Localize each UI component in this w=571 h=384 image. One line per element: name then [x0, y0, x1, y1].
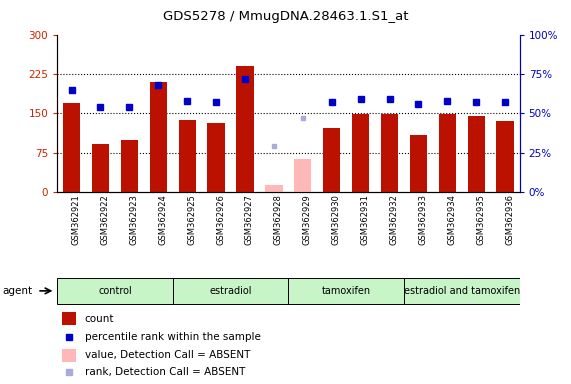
- Text: GSM362931: GSM362931: [361, 194, 369, 245]
- Bar: [496, 121, 514, 192]
- Text: count: count: [85, 314, 114, 324]
- Text: GSM362923: GSM362923: [130, 194, 138, 245]
- Text: control: control: [98, 286, 132, 296]
- Text: estradiol: estradiol: [210, 286, 252, 296]
- Text: rank, Detection Call = ABSENT: rank, Detection Call = ABSENT: [85, 367, 245, 377]
- Text: value, Detection Call = ABSENT: value, Detection Call = ABSENT: [85, 350, 250, 360]
- Bar: [150, 82, 167, 192]
- Bar: [236, 66, 254, 192]
- Text: tamoxifen: tamoxifen: [321, 286, 371, 296]
- Bar: [439, 114, 456, 192]
- Bar: [57, 278, 172, 304]
- Bar: [62, 349, 76, 362]
- Text: GSM362936: GSM362936: [505, 194, 514, 245]
- Bar: [265, 185, 283, 192]
- Text: GSM362930: GSM362930: [332, 194, 341, 245]
- Text: percentile rank within the sample: percentile rank within the sample: [85, 332, 260, 342]
- Bar: [92, 144, 109, 192]
- Bar: [468, 116, 485, 192]
- Text: GSM362934: GSM362934: [447, 194, 456, 245]
- Text: GSM362925: GSM362925: [187, 194, 196, 245]
- Bar: [62, 312, 76, 325]
- Text: GDS5278 / MmugDNA.28463.1.S1_at: GDS5278 / MmugDNA.28463.1.S1_at: [163, 10, 408, 23]
- Text: GSM362935: GSM362935: [476, 194, 485, 245]
- Bar: [294, 159, 311, 192]
- Text: GSM362926: GSM362926: [216, 194, 225, 245]
- Bar: [63, 103, 80, 192]
- Text: agent: agent: [3, 286, 33, 296]
- Bar: [207, 123, 225, 192]
- Text: GSM362924: GSM362924: [158, 194, 167, 245]
- Text: GSM362929: GSM362929: [303, 194, 312, 245]
- Bar: [352, 114, 369, 192]
- Text: estradiol and tamoxifen: estradiol and tamoxifen: [404, 286, 520, 296]
- Text: GSM362932: GSM362932: [389, 194, 399, 245]
- Bar: [288, 278, 404, 304]
- Bar: [381, 114, 398, 192]
- Bar: [120, 139, 138, 192]
- Text: GSM362927: GSM362927: [245, 194, 254, 245]
- Bar: [172, 278, 288, 304]
- Text: GSM362921: GSM362921: [71, 194, 81, 245]
- Bar: [410, 135, 427, 192]
- Text: GSM362928: GSM362928: [274, 194, 283, 245]
- Bar: [404, 278, 520, 304]
- Bar: [179, 119, 196, 192]
- Bar: [323, 128, 340, 192]
- Text: GSM362933: GSM362933: [419, 194, 428, 245]
- Text: GSM362922: GSM362922: [100, 194, 110, 245]
